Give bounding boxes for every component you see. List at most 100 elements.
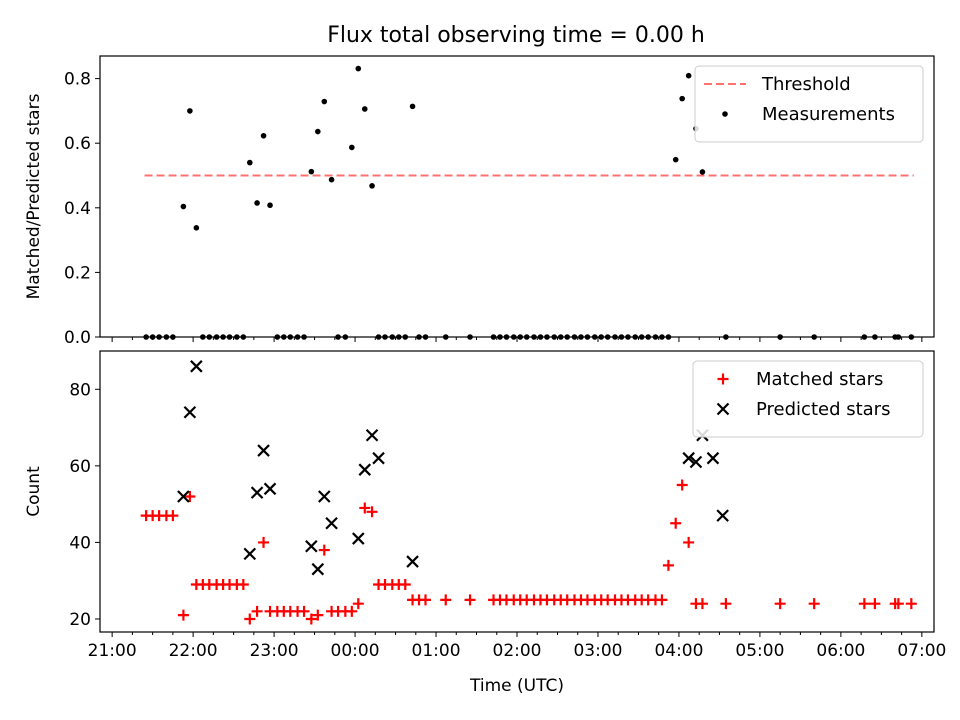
legend-label: Predicted stars [756,399,890,420]
measurement-point [895,334,902,340]
x-tick-label: 04:00 [654,641,703,661]
measurement-point [422,334,429,340]
matched-star-marker [237,579,249,591]
measurement-point [389,334,396,340]
predicted-star-marker [406,555,419,568]
measurement-point [571,334,578,340]
measurement-point [260,132,267,139]
measurement-point [497,334,503,340]
panel-bottom-plot: 21:00 22:00 23:00 00:00 01:00 02:00 03:00 04:00… [24,350,946,696]
matched-star-marker [696,598,708,610]
x-tick-label: 02:00 [493,641,542,661]
predicted-star-marker [365,428,379,442]
predicted-star-marker [372,451,385,465]
measurement-point [375,334,382,340]
legend: Threshold Measurements [694,65,924,143]
matched-star-marker [808,598,820,610]
legend-predicted-swatch [716,402,730,416]
x-tick-label: 00:00 [331,641,380,661]
x-tick-label: 03:00 [573,641,622,661]
predicted-star-marker [177,490,190,503]
legend-label: Measurements [762,104,895,125]
x-tick-label: 07:00 [897,641,946,661]
measurement-point [638,334,645,340]
measurement-point [811,334,817,340]
measurement-point [490,334,497,340]
legend-matched-swatch [717,373,729,385]
measurement-point [187,108,193,114]
measurement-point [591,334,598,340]
measurement-point [659,334,665,340]
measurement-point [301,334,307,340]
measurement-point [723,334,729,340]
measurement-point [349,144,355,151]
legend-box [692,360,924,438]
matched-star-marker [670,517,682,529]
matched-star-marker [251,605,263,617]
measurement-point [578,334,584,340]
measurement-point [213,334,220,340]
predicted-star-marker [250,486,264,499]
matched-star-marker [177,609,189,621]
measurement-point [604,334,611,340]
measurement-point [665,334,672,340]
legend: Matched stars Predicted stars [692,360,924,438]
measurement-point [872,334,878,340]
matched-star-marker [352,598,364,610]
matched-star-marker [312,609,324,621]
legend-box [694,65,924,143]
measurement-point [861,334,868,340]
measurement-point [612,334,618,340]
matched-star-marker [366,506,378,518]
predicted-star-marker [190,360,203,373]
matched-star-marker [858,598,870,610]
matched-star-marker [662,559,674,571]
measurement-point [645,334,651,340]
x-tick-label: 22:00 [169,641,218,661]
matched-star-marker [167,510,179,522]
y-tick-label: 0.2 [64,263,91,283]
matched-star-marker [258,536,270,548]
measurement-point [254,200,260,206]
measurement-point [416,334,422,340]
predicted-star-marker [257,444,270,457]
measurement-point [685,72,692,79]
matched-star-marker [869,598,881,610]
matched-star-marker [440,594,452,606]
measurement-point [632,334,639,340]
measurement-point [625,334,631,340]
measurement-point [342,334,349,340]
predicted-star-marker [183,405,197,419]
matched-star-marker [244,613,256,625]
y-tick-label: 0.6 [64,134,91,154]
measurement-point [281,334,287,340]
predicted-star-marker [318,490,331,503]
measurement-point [287,334,294,340]
measurement-point [315,128,321,135]
measurement-point [564,334,571,340]
predicted-star-marker [325,516,338,530]
measurement-point [308,168,315,175]
measurement-point [598,334,605,340]
y-axis-label: Matched/Predicted stars [24,93,44,299]
measurement-point [517,334,524,340]
matched-star-marker [774,598,786,610]
y-tick-label: 0.4 [64,199,91,219]
measurement-point [156,334,162,340]
predicted-star-marker [689,455,703,469]
predicted-star-marker [352,532,365,545]
matched-star-marker [683,536,695,548]
measurement-point [369,183,375,189]
measurement-point [294,334,301,340]
x-tick-label: 05:00 [735,641,784,661]
matched-star-marker [298,605,310,617]
x-tick-label: 06:00 [816,641,865,661]
measurement-point [335,334,341,340]
x-tick-label: 23:00 [250,641,299,661]
x-tick-label: 01:00 [412,641,461,661]
measurement-point [220,334,226,340]
measurement-point [618,334,625,340]
matched-star-marker [905,598,917,610]
measurement-point [442,334,449,340]
y-tick-label: 0.8 [64,70,91,90]
